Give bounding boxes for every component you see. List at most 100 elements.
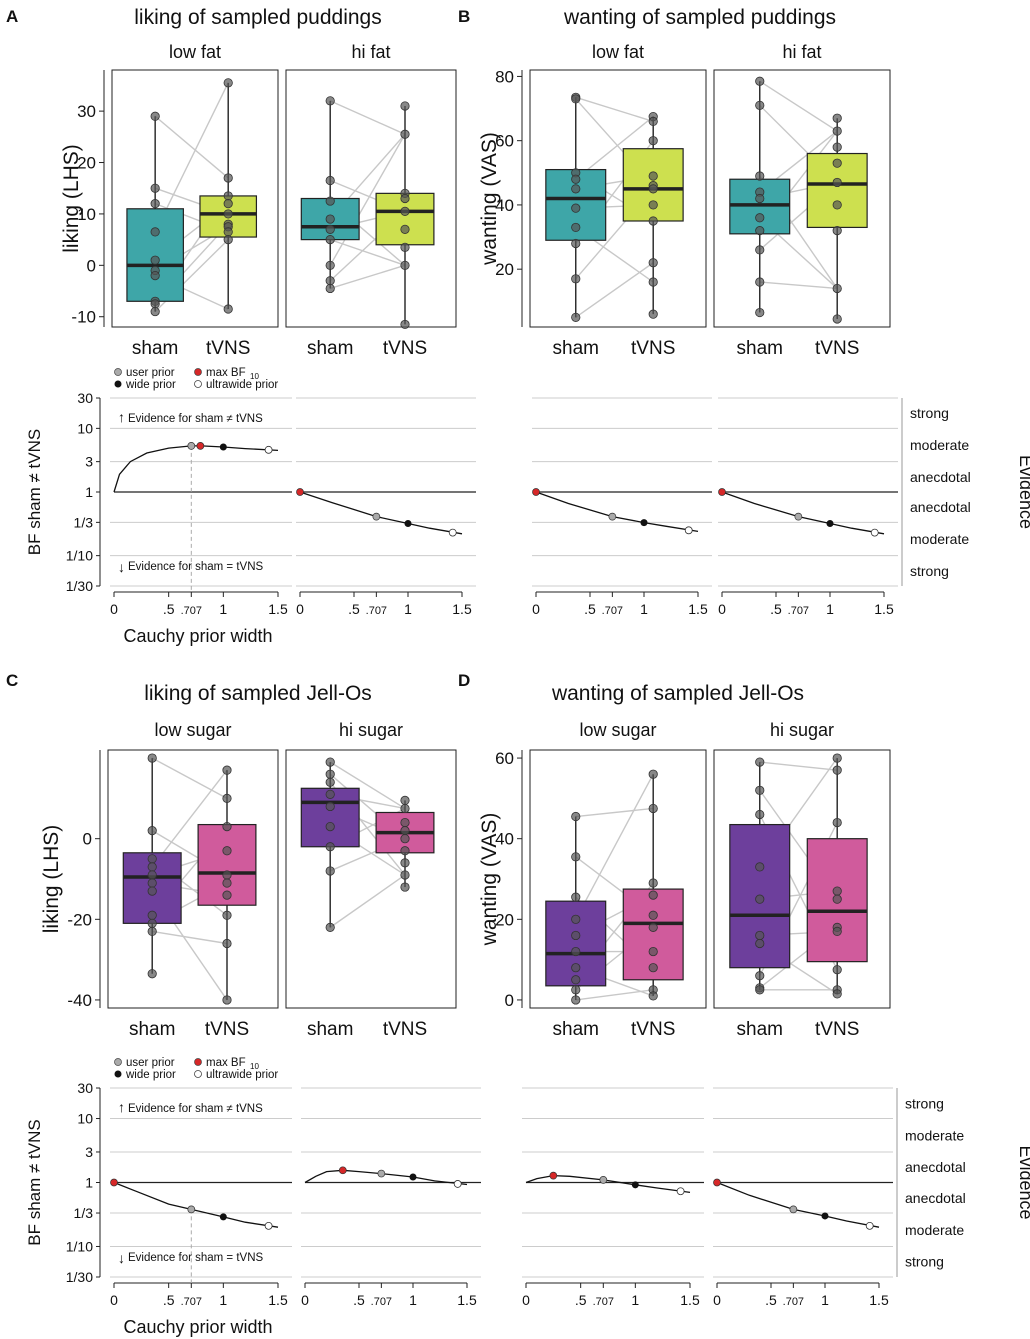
y-tick-label-c: -40 xyxy=(67,991,92,1010)
bf-x-tick-label: .707 xyxy=(181,1296,202,1308)
data-point-sham xyxy=(755,245,765,255)
data-point-tVNS xyxy=(648,946,658,957)
user-prior-point xyxy=(608,512,617,521)
evidence-level-label: anecdotal xyxy=(905,1159,966,1175)
data-point-sham xyxy=(571,222,581,233)
bf-y-tick-label-c: 1/30 xyxy=(66,1269,93,1285)
y-tick-label-a: -10 xyxy=(71,308,96,327)
legend-wide-prior-label: wide prior xyxy=(125,379,176,391)
ultrawide-prior-point xyxy=(684,526,693,535)
evidence-axis-label-d: Evidence xyxy=(1016,1145,1030,1219)
data-point-sham xyxy=(571,995,581,1005)
x-tick-label-sham: sham xyxy=(307,1019,353,1040)
pair-line xyxy=(759,80,838,132)
legend-max-bf-label: max BF xyxy=(206,1057,246,1069)
data-point-tVNS xyxy=(648,171,658,181)
ultrawide-prior-point xyxy=(870,528,879,537)
down-arrow-icon: ↓ xyxy=(118,1250,125,1266)
y-tick-label-b: 40 xyxy=(495,196,514,215)
bf-y-axis-label-c: BF sham ≠ tVNS xyxy=(25,1119,44,1245)
facet-label-d: hi sugar xyxy=(770,720,834,740)
data-point-sham xyxy=(571,946,581,957)
data-point-tVNS xyxy=(832,753,842,763)
bf-y-tick-label-a: 1 xyxy=(85,484,93,500)
data-point-tVNS xyxy=(222,870,232,880)
data-point-tVNS xyxy=(648,258,658,268)
data-point-tVNS xyxy=(400,129,410,139)
x-tick-label-tVNS: tVNS xyxy=(383,1019,427,1040)
data-point-tVNS xyxy=(832,158,842,168)
y-tick-label-b: 80 xyxy=(495,67,514,86)
data-point-sham xyxy=(150,270,160,281)
x-tick-label-sham: sham xyxy=(129,1019,175,1040)
user-prior-point xyxy=(377,1169,386,1178)
data-point-sham xyxy=(150,299,160,309)
y-tick-label-a: 30 xyxy=(77,102,96,121)
evidence-level-label: moderate xyxy=(905,1222,964,1238)
data-point-sham xyxy=(325,276,335,286)
data-point-sham xyxy=(755,100,765,110)
pair-line xyxy=(329,100,406,135)
data-point-sham xyxy=(571,811,581,822)
data-point-sham xyxy=(147,969,157,979)
data-point-tVNS xyxy=(400,224,410,234)
data-point-tVNS xyxy=(222,995,232,1005)
bf-y-tick-label-a: 1/3 xyxy=(74,514,94,530)
bf-x-axis-title-c: Cauchy prior width xyxy=(123,1317,272,1337)
bf-x-tick-label: .707 xyxy=(783,1296,804,1308)
max-bf-point xyxy=(549,1171,558,1180)
max-bf-point xyxy=(338,1166,347,1175)
facet-frame-c xyxy=(285,749,457,1009)
x-tick-label-tVNS: tVNS xyxy=(206,338,250,359)
ultrawide-prior-point xyxy=(453,1180,462,1188)
data-point-sham xyxy=(755,985,765,995)
data-point-sham xyxy=(571,892,581,902)
data-point-sham xyxy=(147,870,157,880)
legend-wide-prior-marker xyxy=(114,380,122,388)
data-point-sham xyxy=(571,975,581,985)
wide-prior-point xyxy=(631,1181,639,1189)
data-point-tVNS xyxy=(832,817,842,828)
box-tVNS xyxy=(375,192,435,246)
bf-curve xyxy=(299,491,463,535)
x-tick-label-tVNS: tVNS xyxy=(815,1019,859,1040)
x-tick-label-sham: sham xyxy=(553,338,599,359)
facet-frame-a xyxy=(285,69,457,328)
data-point-sham xyxy=(755,809,765,820)
data-point-tVNS xyxy=(648,309,658,319)
bf-x-tick-label: .5 xyxy=(348,601,360,617)
data-point-tVNS xyxy=(648,991,658,1001)
bf-x-tick-label: .5 xyxy=(575,1292,587,1308)
pair-line xyxy=(329,761,406,810)
box-sham xyxy=(545,900,607,987)
data-point-sham xyxy=(571,94,581,104)
data-point-tVNS xyxy=(832,926,842,937)
data-point-tVNS xyxy=(832,989,842,999)
facet-label-a: low fat xyxy=(169,42,221,62)
data-point-tVNS xyxy=(648,136,658,146)
data-point-tVNS xyxy=(400,803,410,814)
data-point-tVNS xyxy=(400,817,410,828)
data-point-sham xyxy=(571,985,581,995)
max-bf-point xyxy=(718,488,726,496)
facet-label-a: hi fat xyxy=(351,42,390,62)
legend-max-bf-subscript: 10 xyxy=(250,372,259,381)
wide-prior-point xyxy=(404,519,412,527)
evidence-level-label: strong xyxy=(905,1254,944,1270)
legend-max-bf-subscript: 10 xyxy=(250,1062,259,1071)
evidence-for-equality-label: Evidence for sham = tVNS xyxy=(128,561,264,573)
pair-line xyxy=(154,115,229,179)
data-point-tVNS xyxy=(223,173,233,183)
max-bf-point xyxy=(196,442,205,450)
legend-user-prior-marker xyxy=(114,1058,122,1066)
data-point-sham xyxy=(755,785,765,795)
data-point-sham xyxy=(147,753,157,763)
data-point-sham xyxy=(150,199,160,209)
pair-line xyxy=(575,96,654,123)
evidence-level-label: strong xyxy=(905,1095,944,1111)
bf-x-tick-label: 1.5 xyxy=(452,601,472,617)
pair-line xyxy=(152,930,228,945)
legend-user-prior-marker xyxy=(114,368,122,376)
y-tick-label-a: 10 xyxy=(77,205,96,224)
data-point-sham xyxy=(571,274,581,284)
